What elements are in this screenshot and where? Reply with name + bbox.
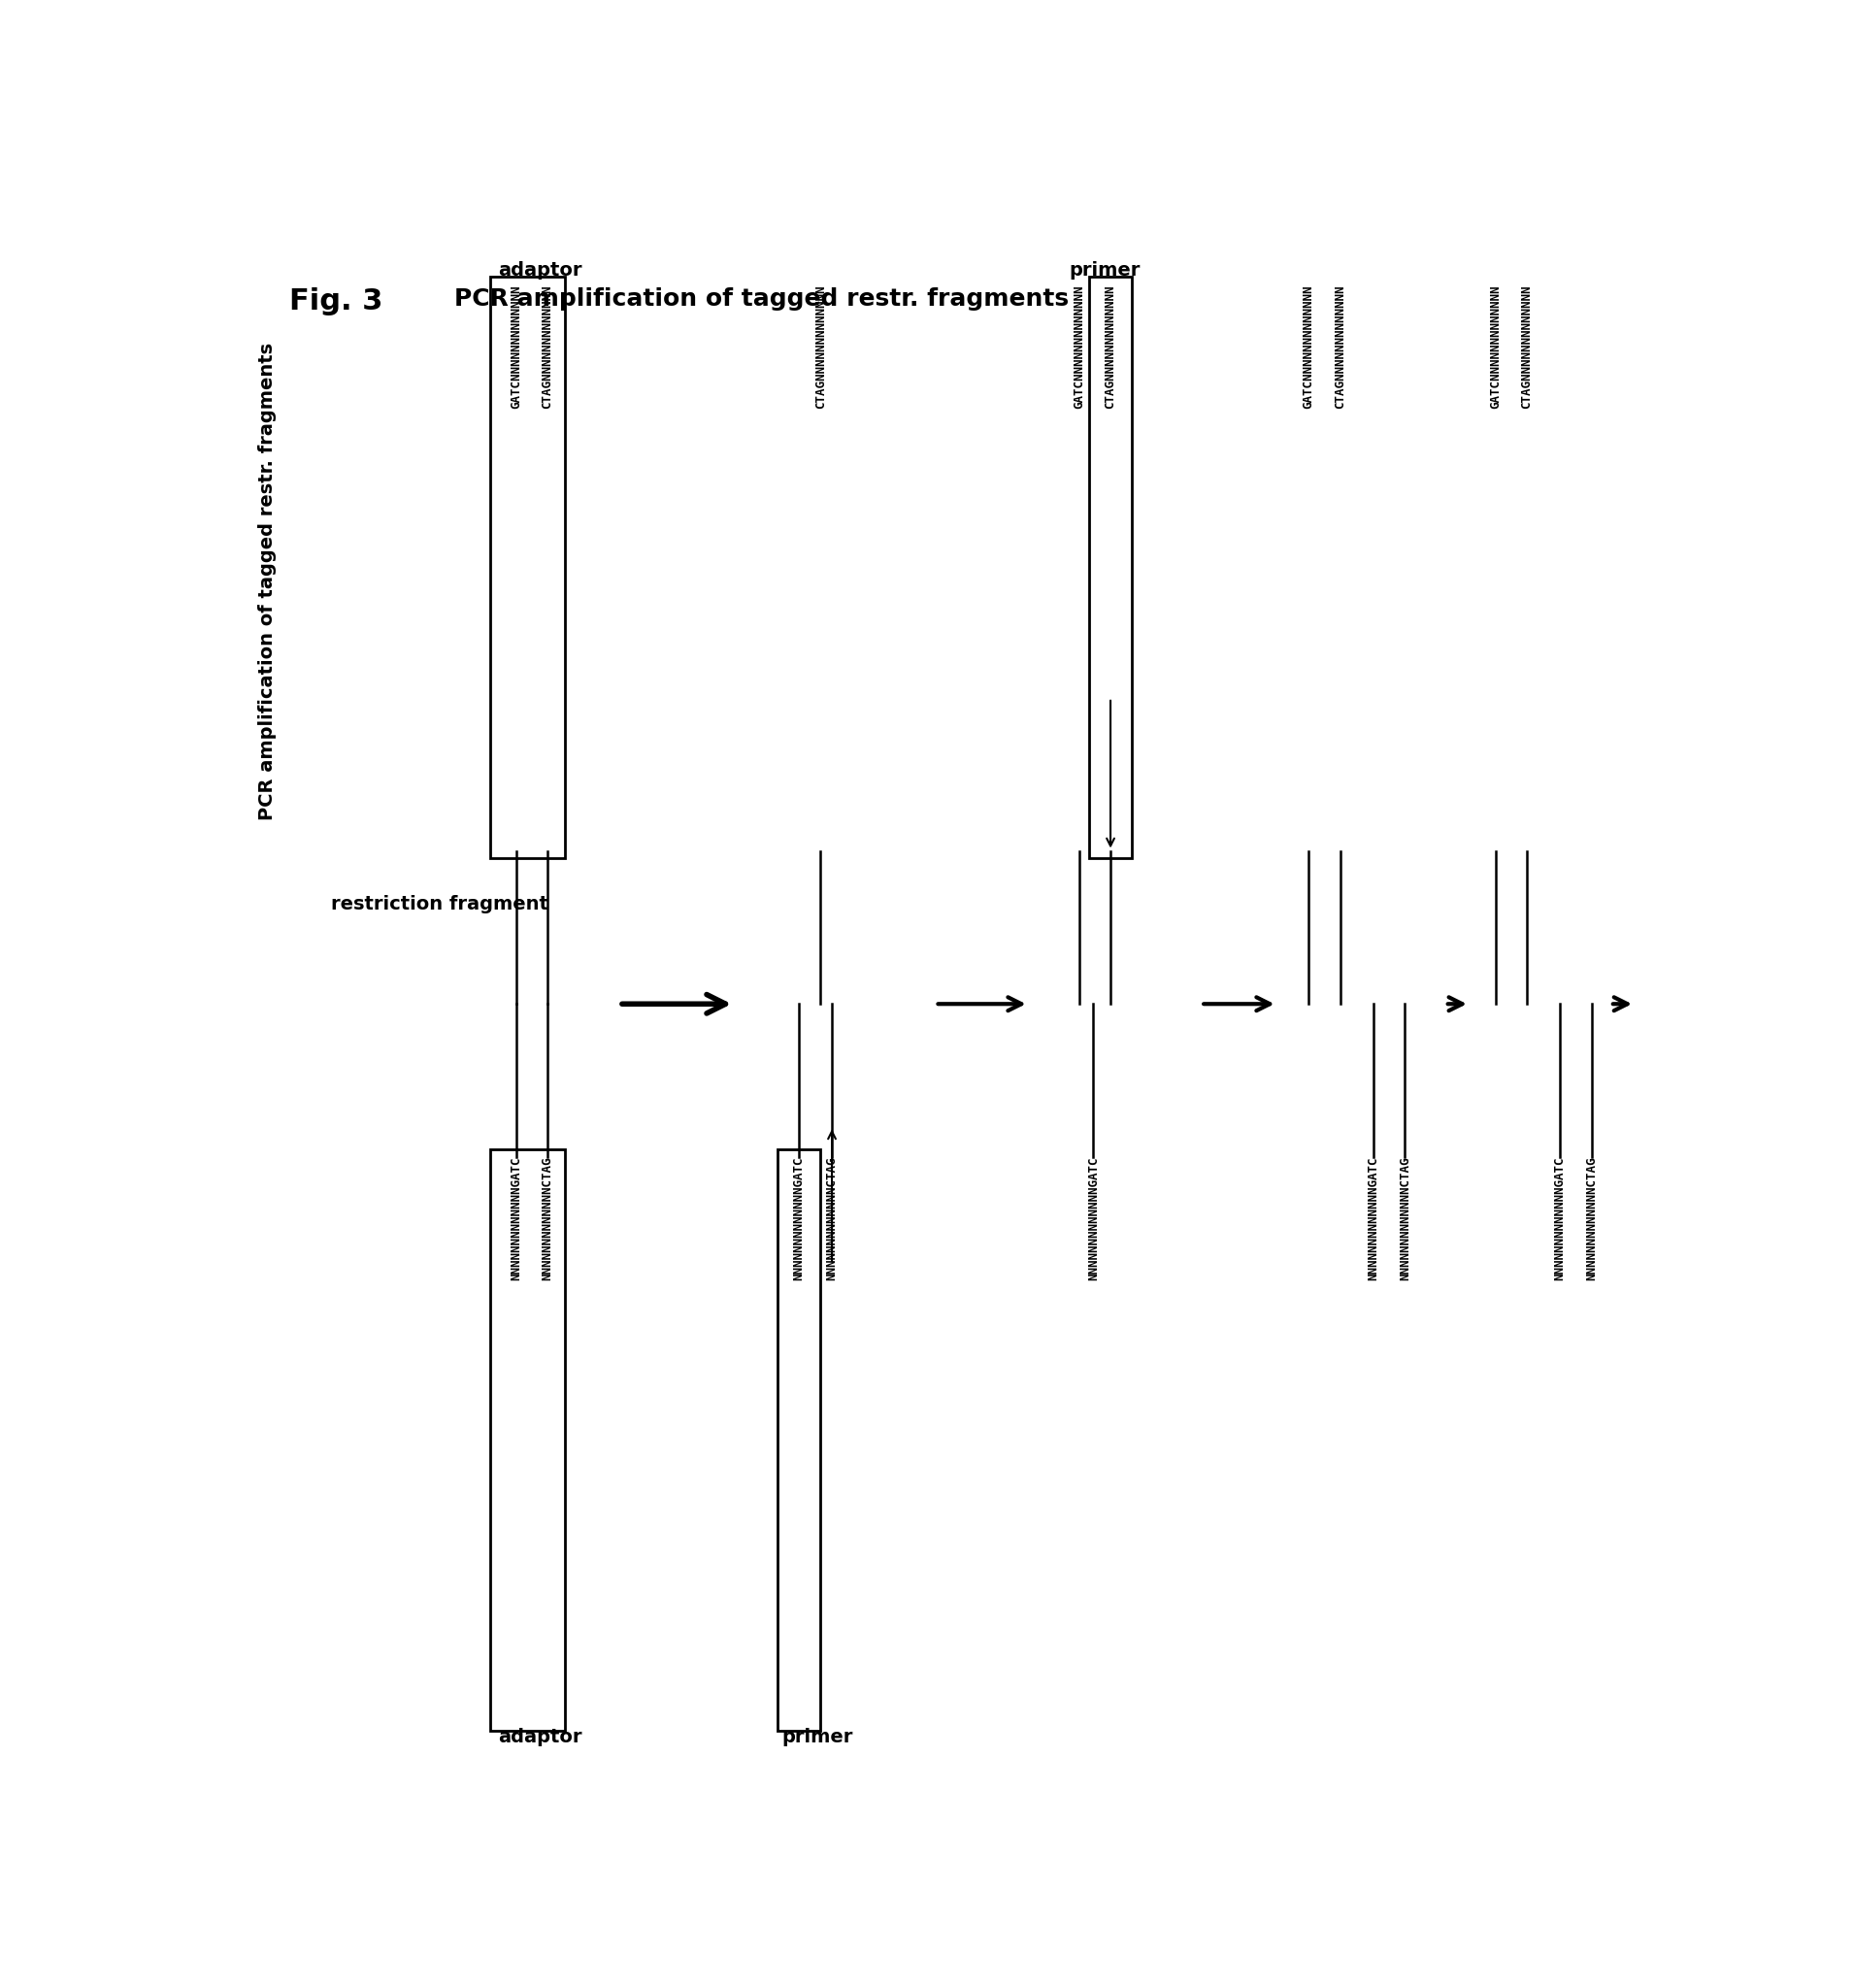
Text: GATCNNNNNNNNNNNNN: GATCNNNNNNNNNNNNN xyxy=(1303,284,1316,408)
Text: NNNNNNNNNNNNNGATC: NNNNNNNNNNNNNGATC xyxy=(793,1157,806,1280)
Text: CTAGNNNNNNNNNNNNN: CTAGNNNNNNNNNNNNN xyxy=(1104,284,1117,408)
Bar xyxy=(778,1149,821,1732)
Text: CTAGNNNNNNNNNNNNN: CTAGNNNNNNNNNNNNN xyxy=(1334,284,1347,408)
Text: CTAGNNNNNNNNNNNNN: CTAGNNNNNNNNNNNNN xyxy=(1521,284,1532,408)
Text: GATCNNNNNNNNNNNNN: GATCNNNNNNNNNNNNN xyxy=(1073,284,1086,408)
Text: NNNNNNNNNNNNNCTAG: NNNNNNNNNNNNNCTAG xyxy=(541,1157,554,1280)
Text: CTAGNNNNNNNNNNNNN: CTAGNNNNNNNNNNNNN xyxy=(813,284,826,408)
Text: NNNNNNNNNNNNNGATC: NNNNNNNNNNNNNGATC xyxy=(1088,1157,1099,1280)
Text: adaptor: adaptor xyxy=(498,262,582,280)
Text: CTAGNNNNNNNNNNNNN: CTAGNNNNNNNNNNNNN xyxy=(541,284,554,408)
Text: Fig. 3: Fig. 3 xyxy=(289,288,382,316)
Bar xyxy=(491,1149,565,1732)
Text: NNNNNNNNNNNNNCTAG: NNNNNNNNNNNNNCTAG xyxy=(1586,1157,1597,1280)
Text: NNNNNNNNNNNNNGATC: NNNNNNNNNNNNNGATC xyxy=(1553,1157,1566,1280)
Text: NNNNNNNNNNNNNCTAG: NNNNNNNNNNNNNCTAG xyxy=(826,1157,838,1280)
Text: PCR amplification of tagged restr. fragments: PCR amplification of tagged restr. fragm… xyxy=(454,288,1069,310)
Text: NNNNNNNNNNNNNGATC: NNNNNNNNNNNNNGATC xyxy=(510,1157,523,1280)
Text: PCR amplification of tagged restr. fragments: PCR amplification of tagged restr. fragm… xyxy=(258,342,276,821)
Text: GATCNNNNNNNNNNNNN: GATCNNNNNNNNNNNNN xyxy=(510,284,523,408)
Text: NNNNNNNNNNNNNGATC: NNNNNNNNNNNNNGATC xyxy=(1368,1157,1380,1280)
Text: primer: primer xyxy=(782,1728,852,1745)
Text: restriction fragment: restriction fragment xyxy=(332,895,548,914)
Bar xyxy=(491,276,565,859)
Text: primer: primer xyxy=(1069,262,1140,280)
Text: GATCNNNNNNNNNNNNN: GATCNNNNNNNNNNNNN xyxy=(1490,284,1501,408)
Bar xyxy=(1090,276,1132,859)
Text: adaptor: adaptor xyxy=(498,1728,582,1745)
Text: NNNNNNNNNNNNNCTAG: NNNNNNNNNNNNNCTAG xyxy=(1399,1157,1412,1280)
